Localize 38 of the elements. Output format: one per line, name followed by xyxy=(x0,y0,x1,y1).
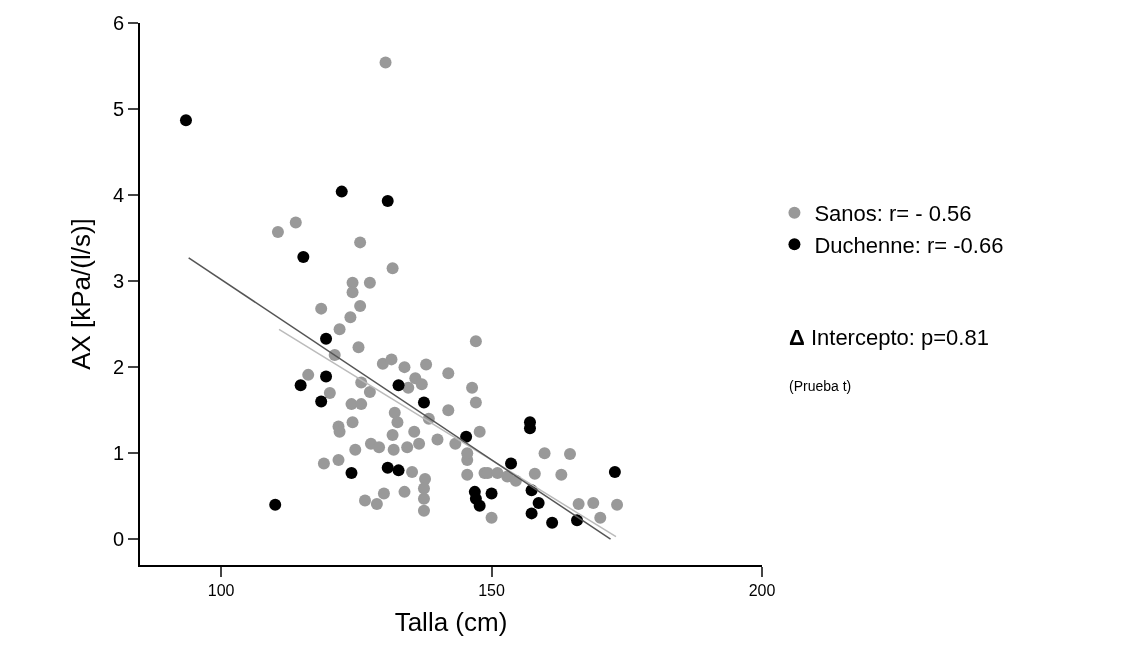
point xyxy=(381,195,394,208)
point xyxy=(546,516,559,529)
y-tick-label: 0 xyxy=(112,528,124,551)
y-tick-label: 6 xyxy=(112,12,124,34)
text: (Prueba t) xyxy=(789,378,852,394)
x-tick-label: 100 xyxy=(207,582,235,600)
y-tick-label: 1 xyxy=(112,442,124,465)
point xyxy=(297,251,310,263)
point xyxy=(315,395,328,408)
x-tick-label: 200 xyxy=(748,582,776,600)
point xyxy=(525,507,538,520)
point xyxy=(392,464,405,477)
x-tick-label: 150 xyxy=(478,582,506,600)
point xyxy=(460,430,473,443)
point xyxy=(505,457,518,470)
point xyxy=(294,379,307,392)
point xyxy=(485,487,498,500)
point xyxy=(335,185,348,198)
point xyxy=(608,466,621,479)
point xyxy=(392,379,405,392)
point xyxy=(320,332,333,345)
x-axis-title: Talla (cm) xyxy=(394,607,508,638)
y-axis-title: AX [kPa/(l/s)] xyxy=(65,218,96,370)
point xyxy=(345,466,358,479)
point xyxy=(417,396,430,409)
point xyxy=(269,498,282,511)
y-tick-label: 4 xyxy=(112,184,124,207)
y-tick-label: 3 xyxy=(112,270,124,293)
point xyxy=(381,461,394,474)
legend-label: Sanos: r= - 0.56 xyxy=(814,201,972,227)
text: Δ Intercepto: p=0.81 xyxy=(789,325,989,350)
point xyxy=(532,497,545,510)
point xyxy=(179,114,192,127)
point xyxy=(473,499,486,512)
legend-label: Duchenne: r= -0.66 xyxy=(814,232,1004,258)
y-tick-label: 2 xyxy=(112,356,124,379)
y-tick-label: 5 xyxy=(112,98,124,121)
point xyxy=(320,370,333,383)
